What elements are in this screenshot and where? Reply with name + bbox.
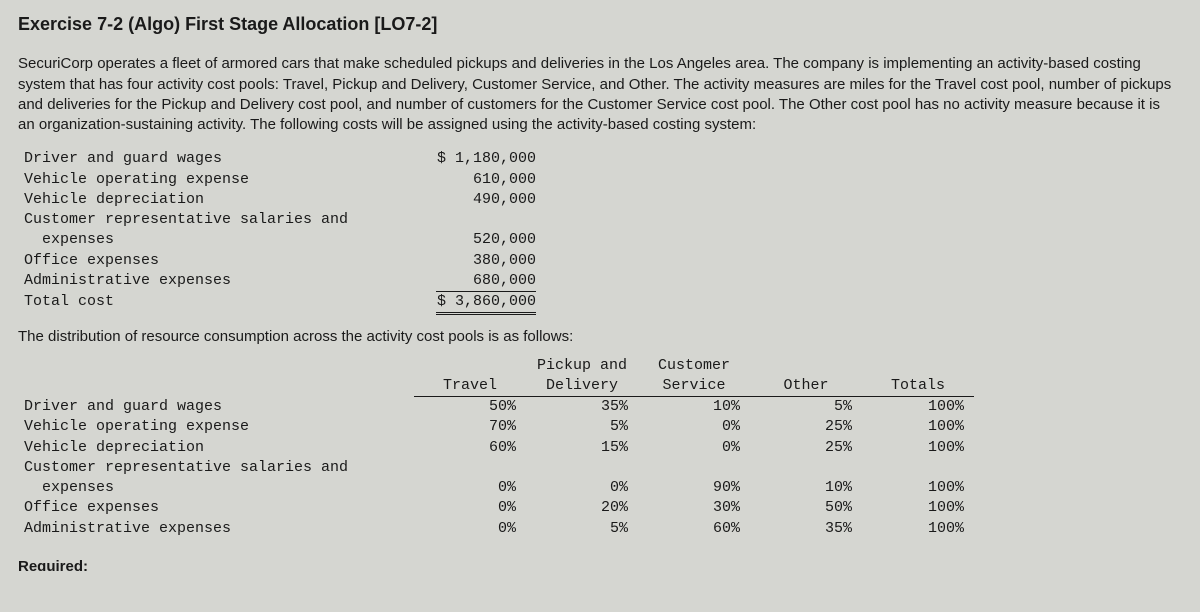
table-row: Office expenses0%20%30%50%100% bbox=[18, 498, 974, 518]
cell: 25% bbox=[750, 417, 862, 437]
row-label: Administrative expenses bbox=[18, 519, 414, 539]
row-label: Customer representative salaries and bbox=[18, 458, 414, 478]
cost-amount: 380,000 bbox=[410, 251, 542, 271]
cell: 100% bbox=[862, 478, 974, 498]
cost-label: Total cost bbox=[18, 292, 410, 315]
cell: 15% bbox=[526, 438, 638, 458]
cell bbox=[638, 458, 750, 478]
cost-label: Driver and guard wages bbox=[18, 149, 410, 169]
cell: 100% bbox=[862, 417, 974, 437]
row-label: Vehicle operating expense bbox=[18, 417, 414, 437]
cost-label: expenses bbox=[18, 230, 410, 250]
col-head: Totals bbox=[862, 376, 974, 397]
cost-label: Office expenses bbox=[18, 251, 410, 271]
table-header-row-2: Travel Delivery Service Other Totals bbox=[18, 376, 974, 397]
col-head: Delivery bbox=[526, 376, 638, 397]
col-head: Customer bbox=[638, 356, 750, 376]
cell: 0% bbox=[414, 478, 526, 498]
cell: 0% bbox=[638, 417, 750, 437]
cost-amount: $ 3,860,000 bbox=[410, 292, 542, 315]
table-row: expenses520,000 bbox=[18, 230, 542, 250]
cell: 100% bbox=[862, 519, 974, 539]
cell: 50% bbox=[414, 397, 526, 418]
cell: 10% bbox=[750, 478, 862, 498]
table-row: Customer representative salaries and bbox=[18, 458, 974, 478]
cell: 70% bbox=[414, 417, 526, 437]
col-head bbox=[750, 356, 862, 376]
cost-amount: 610,000 bbox=[410, 170, 542, 190]
distribution-table: Pickup and Customer Travel Delivery Serv… bbox=[18, 356, 974, 539]
table-row: Vehicle depreciation60%15%0%25%100% bbox=[18, 438, 974, 458]
exercise-title: Exercise 7-2 (Algo) First Stage Allocati… bbox=[18, 12, 1182, 36]
cell: 50% bbox=[750, 498, 862, 518]
row-label: Driver and guard wages bbox=[18, 397, 414, 418]
cell: 100% bbox=[862, 498, 974, 518]
cost-amount: 490,000 bbox=[410, 190, 542, 210]
cell: 60% bbox=[638, 519, 750, 539]
col-head bbox=[862, 356, 974, 376]
table-row: Vehicle operating expense70%5%0%25%100% bbox=[18, 417, 974, 437]
cell: 5% bbox=[526, 519, 638, 539]
table-row: Customer representative salaries and bbox=[18, 210, 542, 230]
table-row: Driver and guard wages$ 1,180,000 bbox=[18, 149, 542, 169]
cell: 0% bbox=[526, 478, 638, 498]
cell: 35% bbox=[526, 397, 638, 418]
col-head: Travel bbox=[414, 376, 526, 397]
cell: 100% bbox=[862, 397, 974, 418]
row-label: expenses bbox=[18, 478, 414, 498]
table-header-row-1: Pickup and Customer bbox=[18, 356, 974, 376]
row-label: Vehicle depreciation bbox=[18, 438, 414, 458]
cell: 35% bbox=[750, 519, 862, 539]
col-head: Service bbox=[638, 376, 750, 397]
required-label: Required: bbox=[18, 557, 1182, 571]
cost-amount: 680,000 bbox=[410, 271, 542, 292]
col-head bbox=[414, 356, 526, 376]
cell: 60% bbox=[414, 438, 526, 458]
cost-amount: 520,000 bbox=[410, 230, 542, 250]
cell: 30% bbox=[638, 498, 750, 518]
table-row: Office expenses380,000 bbox=[18, 251, 542, 271]
col-head: Other bbox=[750, 376, 862, 397]
cell: 0% bbox=[414, 498, 526, 518]
table-row: Vehicle depreciation490,000 bbox=[18, 190, 542, 210]
cell: 0% bbox=[414, 519, 526, 539]
cost-label: Vehicle depreciation bbox=[18, 190, 410, 210]
cost-amount bbox=[410, 210, 542, 230]
cost-label: Administrative expenses bbox=[18, 271, 410, 292]
cell: 5% bbox=[526, 417, 638, 437]
col-head: Pickup and bbox=[526, 356, 638, 376]
cell bbox=[414, 458, 526, 478]
table-row: Administrative expenses0%5%60%35%100% bbox=[18, 519, 974, 539]
table-row: Vehicle operating expense610,000 bbox=[18, 170, 542, 190]
distribution-intro: The distribution of resource consumption… bbox=[18, 327, 1182, 347]
problem-intro: SecuriCorp operates a fleet of armored c… bbox=[18, 54, 1178, 135]
cell: 25% bbox=[750, 438, 862, 458]
cell bbox=[526, 458, 638, 478]
table-row: Driver and guard wages50%35%10%5%100% bbox=[18, 397, 974, 418]
cost-label: Customer representative salaries and bbox=[18, 210, 410, 230]
row-label: Office expenses bbox=[18, 498, 414, 518]
cost-list-table: Driver and guard wages$ 1,180,000 Vehicl… bbox=[18, 149, 542, 315]
cost-label: Vehicle operating expense bbox=[18, 170, 410, 190]
table-row: expenses0%0%90%10%100% bbox=[18, 478, 974, 498]
cell: 90% bbox=[638, 478, 750, 498]
table-row: Administrative expenses680,000 bbox=[18, 271, 542, 292]
cell bbox=[750, 458, 862, 478]
cost-amount: $ 1,180,000 bbox=[410, 149, 542, 169]
cell: 20% bbox=[526, 498, 638, 518]
table-row: Total cost$ 3,860,000 bbox=[18, 292, 542, 315]
cell bbox=[862, 458, 974, 478]
cell: 100% bbox=[862, 438, 974, 458]
cell: 0% bbox=[638, 438, 750, 458]
cell: 5% bbox=[750, 397, 862, 418]
cell: 10% bbox=[638, 397, 750, 418]
